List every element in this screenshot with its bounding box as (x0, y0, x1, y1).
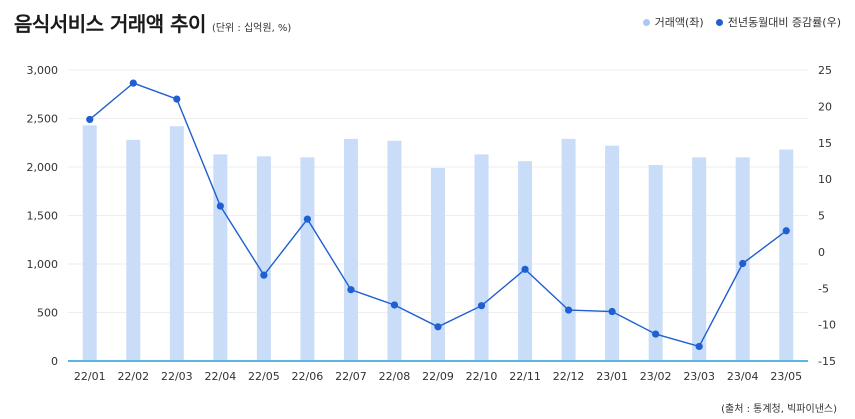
y-right-tick-label: 25 (818, 64, 832, 77)
bar (692, 157, 707, 361)
bar (213, 154, 228, 361)
growth-point (216, 202, 224, 210)
legend-label-amount: 거래액(좌) (654, 16, 704, 29)
bar (474, 154, 489, 361)
x-tick-label: 22/05 (248, 370, 280, 383)
y-right-tick-label: -15 (818, 355, 836, 368)
y-right-tick-label: 15 (818, 137, 832, 150)
bar (300, 157, 315, 361)
growth-point (652, 330, 660, 338)
x-tick-label: 23/02 (640, 370, 672, 383)
y-left-tick-labels: 0 500 1,000 1,500 2,000 2,500 3,000 (27, 64, 59, 368)
y-right-tick-label: 5 (818, 210, 825, 223)
growth-point (695, 342, 703, 351)
bar-series (82, 125, 794, 361)
x-tick-label: 22/08 (379, 370, 411, 383)
y-right-tick-label: 10 (818, 173, 832, 186)
x-tick-label: 22/12 (553, 370, 585, 383)
line-series (86, 79, 790, 351)
growth-point (347, 286, 355, 294)
x-tick-label: 23/01 (596, 370, 628, 383)
bar (779, 149, 794, 361)
bar (256, 156, 271, 361)
bar (126, 139, 141, 361)
bar (648, 165, 663, 361)
growth-point (129, 79, 137, 87)
y-left-tick-label: 0 (51, 355, 58, 368)
bar (169, 126, 184, 361)
y-left-tick-label: 1,000 (27, 258, 59, 271)
x-tick-label: 22/03 (161, 370, 193, 383)
bar (518, 161, 533, 361)
growth-point (86, 115, 94, 124)
chart-title: 음식서비스 거래액 추이 (14, 12, 206, 36)
legend-item-amount: 거래액(좌) (642, 14, 704, 30)
growth-point (173, 95, 181, 103)
y-right-tick-label: 0 (818, 246, 825, 259)
y-right-tick-label: -10 (818, 319, 836, 332)
x-tick-label: 22/11 (509, 370, 541, 383)
x-tick-label: 23/03 (683, 370, 715, 383)
y-left-tick-label: 500 (37, 307, 58, 320)
bar (82, 125, 97, 361)
bar (605, 145, 620, 361)
growth-point (521, 265, 529, 273)
y-left-tick-label: 2,000 (27, 161, 59, 174)
y-right-tick-labels: -15 -10 -5 0 5 10 15 20 25 (818, 64, 836, 368)
growth-point (303, 215, 312, 223)
bar (387, 140, 402, 361)
x-tick-label: 23/04 (727, 370, 759, 383)
bar (431, 167, 445, 361)
growth-point (260, 271, 268, 279)
growth-point (564, 306, 573, 314)
x-tick-label: 22/04 (205, 370, 237, 383)
bar (561, 138, 576, 361)
x-tick-label: 22/02 (117, 370, 149, 383)
growth-point (390, 301, 399, 309)
growth-point (477, 302, 486, 310)
legend-item-growth: 전년동월대비 증감률(우) (715, 14, 841, 30)
legend-label-growth: 전년동월대비 증감률(우) (727, 16, 841, 29)
chart-header: 음식서비스 거래액 추이 (단위 : 십억원, %) (14, 8, 291, 37)
growth-point (608, 307, 616, 316)
x-tick-labels: 22/01 22/02 22/03 22/04 22/05 22/06 22/07 22/08… (74, 370, 802, 383)
source-note: (출처 : 통계청, 빅파이낸스) (721, 404, 837, 415)
legend: 거래액(좌) 전년동월대비 증감률(우) (642, 14, 841, 30)
x-tick-label: 22/10 (466, 370, 498, 383)
growth-point (434, 323, 442, 331)
growth-point (739, 259, 747, 268)
legend-bar-swatch (642, 18, 650, 26)
bar (735, 157, 750, 361)
x-tick-label: 22/06 (292, 370, 324, 383)
y-right-tick-label: -5 (818, 282, 829, 295)
bar (343, 138, 358, 361)
unit-note: (단위 : 십억원, %) (211, 23, 292, 34)
x-tick-label: 22/07 (335, 370, 367, 383)
x-tick-label: 22/01 (74, 370, 106, 383)
y-left-tick-label: 2,500 (27, 113, 59, 126)
legend-line-swatch (715, 18, 723, 26)
y-left-tick-label: 3,000 (27, 64, 59, 77)
x-tick-label: 23/05 (770, 370, 802, 383)
y-left-tick-label: 1,500 (27, 210, 59, 223)
y-right-tick-label: 20 (818, 100, 832, 113)
x-tick-label: 22/09 (422, 370, 454, 383)
growth-point (782, 227, 790, 235)
